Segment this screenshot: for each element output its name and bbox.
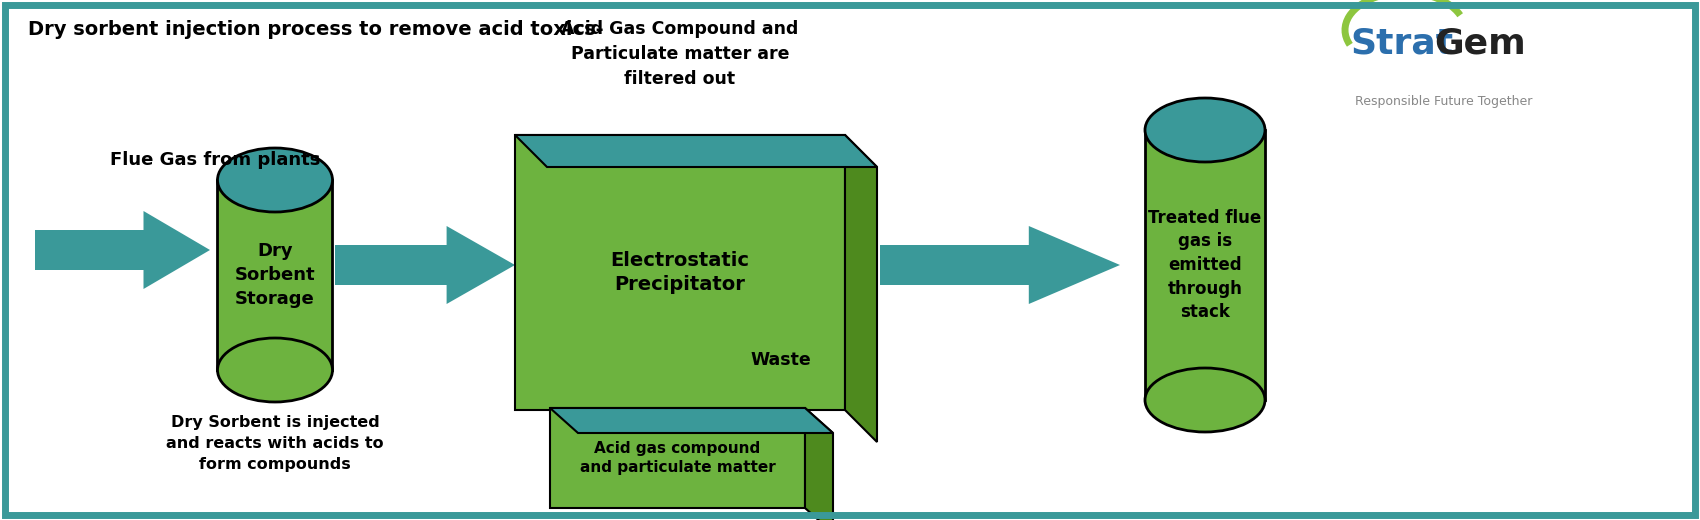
Text: Strat: Strat [1350,26,1453,60]
Ellipse shape [1146,368,1265,432]
Text: Dry Sorbent is injected
and reacts with acids to
form compounds: Dry Sorbent is injected and reacts with … [167,415,384,472]
Ellipse shape [218,338,333,402]
Polygon shape [551,408,833,433]
Polygon shape [447,226,515,304]
Polygon shape [143,211,211,289]
Bar [666,410,694,435]
Polygon shape [654,435,706,455]
Bar [36,230,143,270]
Text: Waste: Waste [750,351,811,369]
Polygon shape [515,135,845,410]
Text: Electrostatic
Precipitator: Electrostatic Precipitator [610,251,750,294]
Bar [881,245,1028,285]
Text: Dry sorbent injection process to remove acid toxics-: Dry sorbent injection process to remove … [27,20,604,39]
Text: Acid Gas Compound and
Particulate matter are
filtered out: Acid Gas Compound and Particulate matter… [561,20,799,88]
Polygon shape [551,408,806,508]
Polygon shape [845,135,877,442]
Text: Dry
Sorbent
Storage: Dry Sorbent Storage [235,242,314,308]
Bar [1146,130,1265,400]
Polygon shape [515,135,877,167]
Text: Responsible Future Together: Responsible Future Together [1355,95,1532,108]
Text: Gem: Gem [1435,26,1527,60]
Text: Acid gas compound
and particulate matter: Acid gas compound and particulate matter [580,440,775,475]
Polygon shape [806,408,833,520]
Text: Flue Gas from plants: Flue Gas from plants [110,151,320,169]
Bar [335,245,447,285]
Ellipse shape [218,148,333,212]
Ellipse shape [1146,98,1265,162]
Polygon shape [1028,226,1120,304]
Bar [218,180,333,370]
Text: Treated flue
gas is
emitted
through
stack: Treated flue gas is emitted through stac… [1149,209,1261,321]
